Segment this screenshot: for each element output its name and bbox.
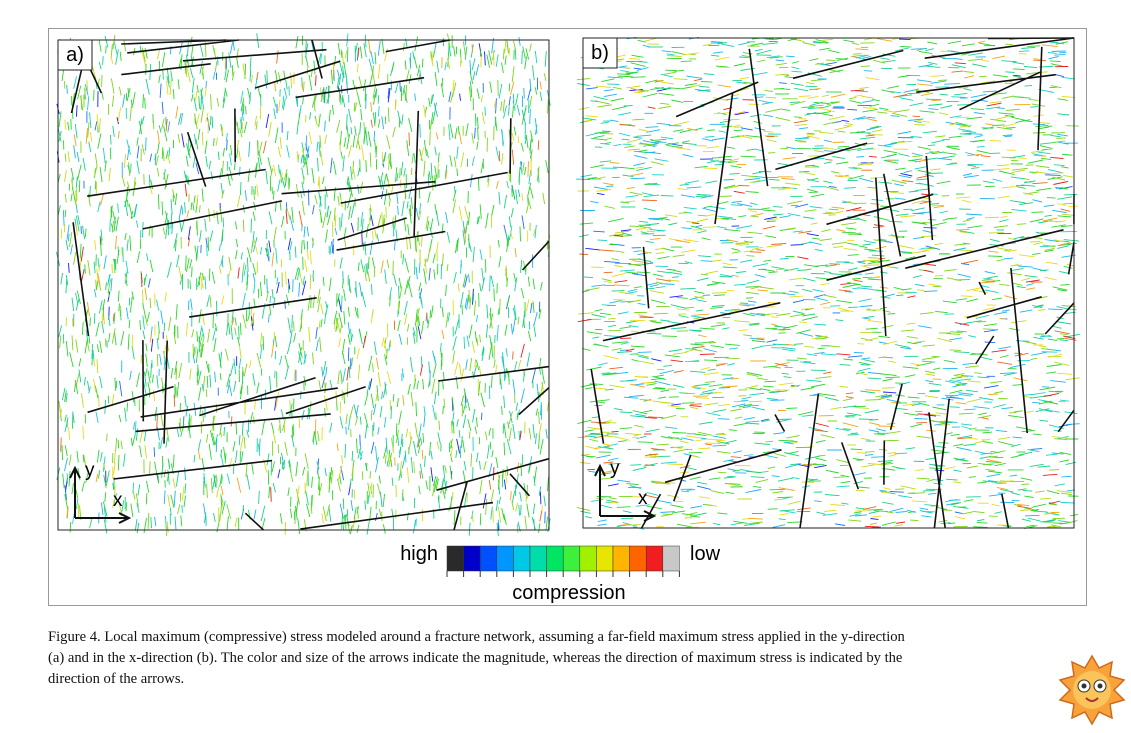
stress-arrows <box>576 37 1079 529</box>
panel-frame <box>582 37 1075 529</box>
colorbar-swatch <box>463 545 481 572</box>
caption-line: (a) and in the x-direction (b). The colo… <box>48 650 903 666</box>
colorbar-swatch <box>612 545 630 572</box>
stress-arrows <box>60 47 543 522</box>
axis-x-label: x <box>113 490 123 511</box>
colorbar-swatch <box>546 545 564 572</box>
caption-line: Figure 4. Local maximum (compressive) st… <box>48 629 905 645</box>
stress-arrows <box>579 40 1077 511</box>
caption-line: direction of the arrows. <box>48 671 185 687</box>
axis-arrows <box>69 465 132 524</box>
colorbar <box>446 545 680 577</box>
axis-y-label: y <box>610 458 620 479</box>
caption: Figure 4. Local maximum (compressive) st… <box>48 627 1088 690</box>
panel-b: b) yx <box>576 36 1080 530</box>
colorbar-low: low <box>690 543 721 565</box>
stress-arrows <box>60 47 544 533</box>
stress-arrows <box>585 38 1021 520</box>
stress-arrows <box>580 43 1078 527</box>
colorbar-swatch <box>562 545 581 572</box>
stress-arrows <box>577 62 1076 528</box>
panel-frame <box>57 39 550 531</box>
stress-arrows <box>577 37 1080 529</box>
axis-x-label: x <box>638 488 648 509</box>
colorbar-swatch <box>579 545 597 572</box>
stress-arrows <box>577 37 1079 529</box>
colorbar-swatch <box>629 545 647 572</box>
colorbar-swatch <box>479 545 498 572</box>
axis-arrows <box>594 463 657 522</box>
panel-label: a) <box>66 44 84 66</box>
panel-label: b) <box>591 42 609 64</box>
colorbar-swatch <box>596 545 614 572</box>
stress-arrows <box>584 37 1078 528</box>
colorbar-swatch <box>496 545 514 572</box>
sun-icon <box>1058 654 1126 726</box>
stress-arrows <box>66 39 542 518</box>
stress-arrows <box>577 40 1080 528</box>
colorbar-swatch <box>529 545 547 572</box>
colorbar-high: high <box>400 543 438 565</box>
axis-y-label: y <box>85 460 95 481</box>
panel-label-box <box>582 37 618 69</box>
colorbar-swatch <box>513 545 531 572</box>
colorbar-swatch <box>662 545 680 572</box>
colorbar-swatch <box>645 545 664 572</box>
colorbar-swatch <box>446 545 464 572</box>
panel-label-box <box>57 39 93 71</box>
panel-a: a) yx <box>55 33 551 537</box>
fractures <box>70 39 550 531</box>
colorbar-title: compression <box>512 582 625 604</box>
